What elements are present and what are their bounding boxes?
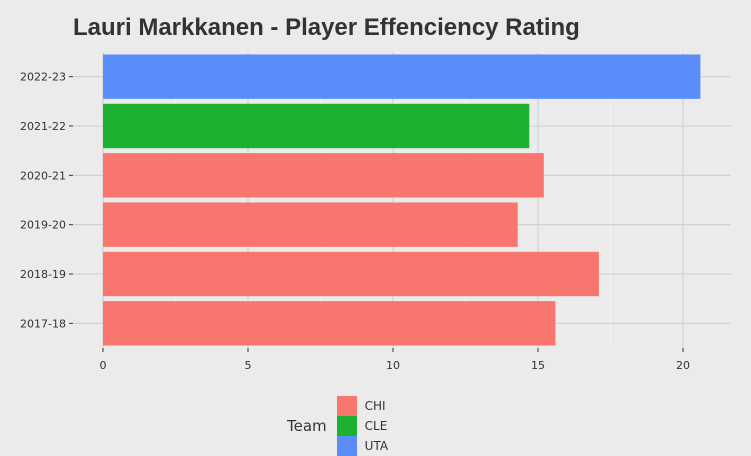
bar-2019-20 <box>103 202 518 247</box>
bar-2018-19 <box>103 251 599 297</box>
chart-title: Lauri Markkanen - Player Effenciency Rat… <box>73 14 580 41</box>
x-tick-label: 20 <box>676 359 690 372</box>
legend-item-cle: CLE <box>336 416 388 436</box>
x-axis-ticks: 0 5 10 15 20 <box>100 348 690 372</box>
legend-item-uta: UTA <box>336 436 389 456</box>
y-tick-label: 2020-21 <box>20 169 66 182</box>
x-tick-label: 0 <box>100 359 107 372</box>
y-axis-ticks: 2017-18 2018-19 2019-20 2020-21 2021-22 2022-… <box>20 71 73 330</box>
y-tick-label: 2022-23 <box>20 71 66 84</box>
y-tick-label: 2019-20 <box>20 219 66 232</box>
bar-2017-18 <box>103 301 556 346</box>
legend-items: CHI CLE UTA <box>336 396 396 456</box>
bar-chart: 2017-18 2018-19 2019-20 2020-21 2021-22 2022-… <box>20 52 731 372</box>
bar-2022-23 <box>103 54 701 99</box>
legend: Team CHI CLE UTA <box>287 396 396 456</box>
legend-label: UTA <box>364 439 389 453</box>
legend-key-swatch <box>336 396 357 416</box>
bars <box>103 54 701 346</box>
legend-title: Team <box>287 417 327 435</box>
legend-label: CHI <box>364 399 386 413</box>
legend-label: CLE <box>364 419 388 433</box>
x-tick-label: 10 <box>386 359 400 372</box>
x-tick-label: 15 <box>531 359 545 372</box>
y-tick-label: 2018-19 <box>20 268 66 281</box>
legend-item-chi: CHI <box>336 396 388 416</box>
legend-key-swatch <box>336 416 357 436</box>
bar-2021-22 <box>103 103 530 149</box>
legend-key-swatch <box>336 436 357 456</box>
y-tick-label: 2021-22 <box>20 120 66 133</box>
x-tick-label: 5 <box>245 359 252 372</box>
bar-2020-21 <box>103 153 544 198</box>
y-tick-label: 2017-18 <box>20 317 66 330</box>
